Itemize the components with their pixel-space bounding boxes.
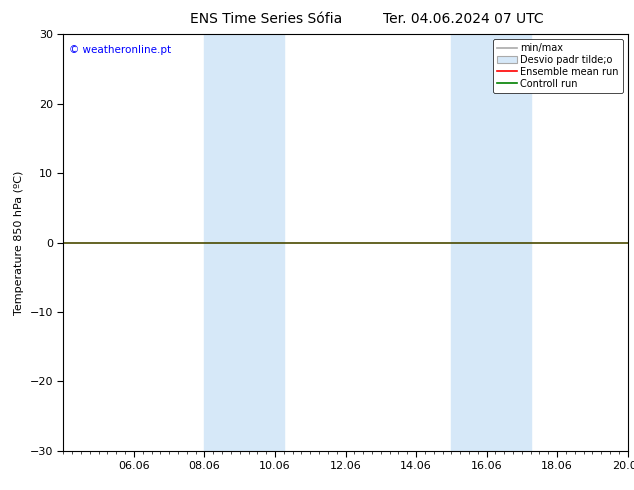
Text: ENS Time Series Sófia: ENS Time Series Sófia [190, 12, 342, 26]
Legend: min/max, Desvio padr tilde;o, Ensemble mean run, Controll run: min/max, Desvio padr tilde;o, Ensemble m… [493, 39, 623, 93]
Text: Ter. 04.06.2024 07 UTC: Ter. 04.06.2024 07 UTC [382, 12, 543, 26]
Text: © weatheronline.pt: © weatheronline.pt [69, 45, 171, 55]
Bar [451, 34, 531, 451]
Y-axis label: Temperature 850 hPa (ºC): Temperature 850 hPa (ºC) [14, 171, 24, 315]
Bar [204, 34, 284, 451]
